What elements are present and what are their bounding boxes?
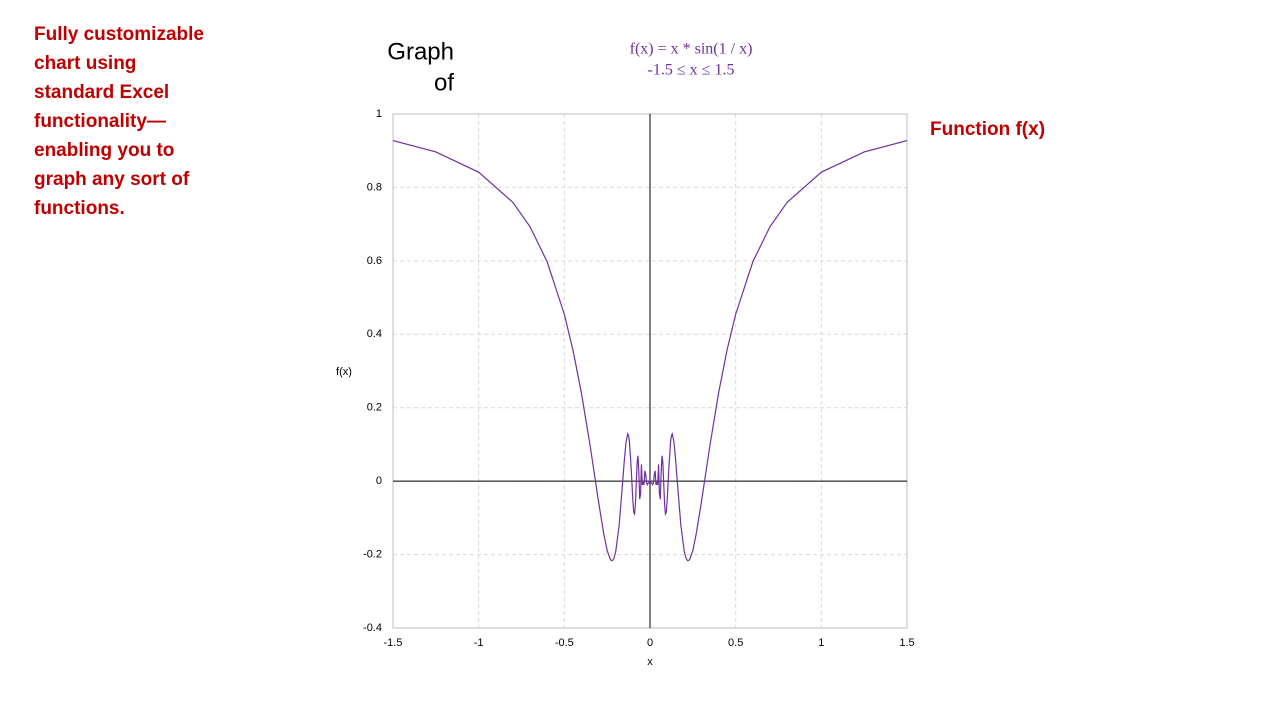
y-tick-label: 0.6 <box>367 255 382 267</box>
annotation-line: Fully customizable <box>34 24 204 45</box>
y-tick-label: 0.2 <box>367 402 382 414</box>
annotation-line: chart using <box>34 53 136 74</box>
y-tick-label: 1 <box>376 108 382 120</box>
x-tick-label: 1 <box>818 637 824 649</box>
x-tick-label: 0 <box>647 637 653 649</box>
annotation-line: functionality— <box>34 111 166 132</box>
line <box>392 140 908 562</box>
subtitle: f(x) = x * sin(1 / x) <box>630 41 753 58</box>
y-axis-label: f(x) <box>336 366 352 378</box>
legend-entry: Function f(x) <box>930 119 1045 140</box>
x-tick-label: 0.5 <box>728 637 743 649</box>
x-tick-label: -0.5 <box>555 637 574 649</box>
y-tick-label: 0.8 <box>367 181 382 193</box>
annotation: Fully customizable chart using standard Ex… <box>34 24 204 219</box>
subtitle: -1.5 ≤ x ≤ 1.5 <box>648 62 735 79</box>
y-tick-label: 0.4 <box>367 328 382 340</box>
annotation-line: functions. <box>34 198 125 219</box>
chart-title: Graph <box>387 38 454 65</box>
x-axis-label: x <box>647 656 653 668</box>
y-tick-label: -0.4 <box>363 622 382 634</box>
annotation-line: standard Excel <box>34 82 169 103</box>
annotation-line: graph any sort of <box>34 169 190 190</box>
y-tick-label: -0.2 <box>363 548 382 560</box>
x-tick-label: 1.5 <box>899 637 914 649</box>
chart-title: of <box>434 69 454 96</box>
x-tick-label: -1 <box>474 637 484 649</box>
y-tick-label: 0 <box>376 475 382 487</box>
annotation-line: enabling you to <box>34 140 174 161</box>
x-tick-label: -1.5 <box>384 637 403 649</box>
